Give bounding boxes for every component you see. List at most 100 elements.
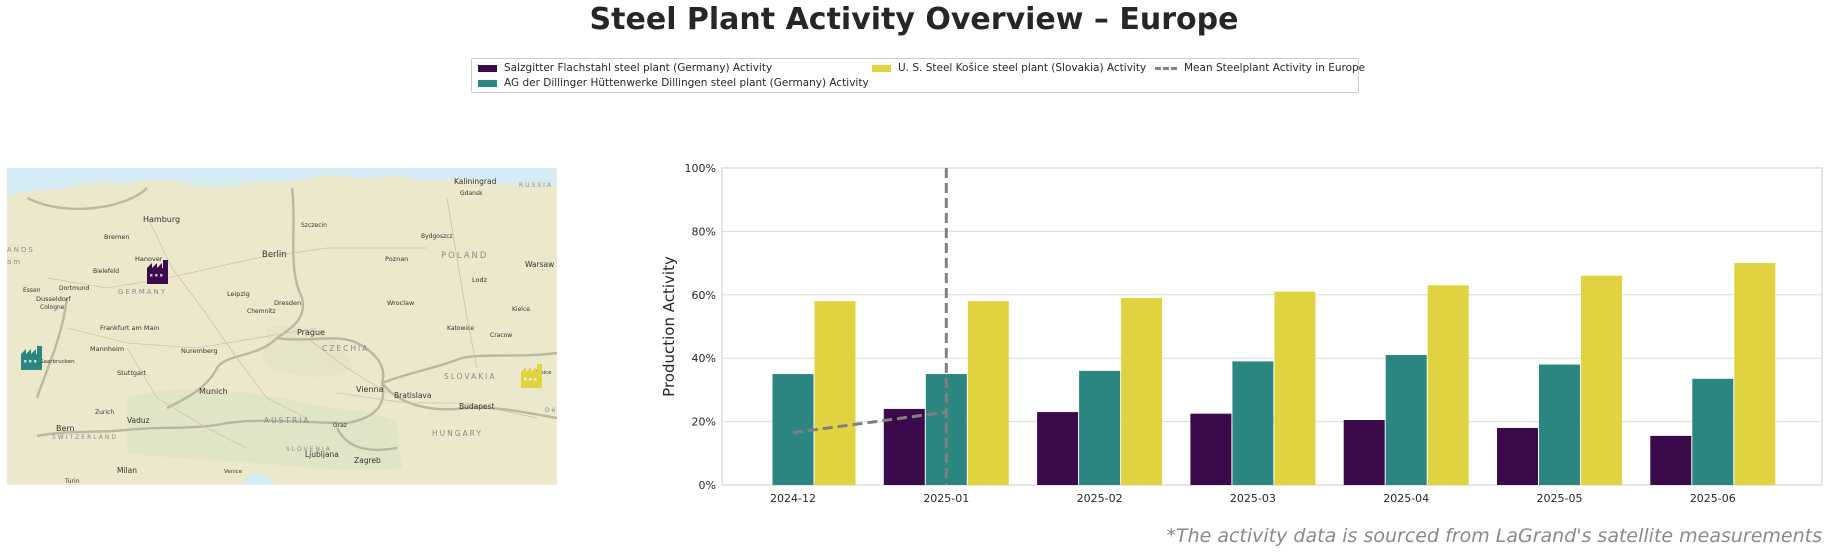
bar [1539, 364, 1580, 485]
legend-item-dillingen: AG der Dillinger Hüttenwerke Dillingen s… [478, 77, 869, 89]
map-city-label: Bratislava [394, 391, 431, 400]
map-city-label: Essen [23, 287, 41, 294]
legend-label-dillingen: AG der Dillinger Hüttenwerke Dillingen s… [504, 77, 869, 89]
y-tick-label: 40% [692, 352, 716, 365]
bar [772, 374, 814, 485]
bar [1232, 361, 1274, 485]
bar [1385, 355, 1427, 485]
map-city-labels: Kaliningrad Gdansk Hamburg Szczecin Bydg… [23, 177, 554, 485]
map-country-label: RUSSIA [519, 182, 553, 189]
map-city-label: Prague [297, 328, 325, 337]
legend-item-salzgitter: Salzgitter Flachstahl steel plant (Germa… [478, 62, 772, 74]
map-city-label: Katowice [447, 325, 474, 332]
map-city-label: Stuttgart [117, 369, 147, 377]
y-axis-label: Production Activity [660, 256, 678, 397]
map-city-label: Saarbrucken [40, 359, 75, 365]
factory-icon [21, 346, 42, 370]
map-canvas: Kaliningrad Gdansk Hamburg Szczecin Bydg… [7, 168, 557, 485]
bar [1079, 370, 1121, 485]
map-country-labels: RUSSIA POLAND GERMANY CZECHIA SLOVAKIA A… [7, 182, 557, 453]
map-city-label: Venice [224, 469, 243, 475]
map-city-label: Wroclaw [387, 299, 415, 307]
map-city-label: Hamburg [143, 215, 180, 224]
map-alps [127, 388, 402, 471]
map-edge-label: ANDS [7, 246, 35, 254]
map-city-label: Kaliningrad [454, 177, 497, 186]
bar [1581, 275, 1622, 485]
y-tick-label: 20% [692, 416, 716, 429]
map-city-label: Vienna [356, 385, 384, 394]
bar [1497, 427, 1538, 485]
map-country-label: GERMANY [118, 288, 167, 296]
chart-legend: Salzgitter Flachstahl steel plant (Germa… [471, 58, 1365, 93]
factory-icon [521, 364, 542, 388]
map-city-label: Graz [333, 422, 347, 429]
map-city-label: Bern [56, 424, 75, 433]
bar [883, 408, 925, 485]
bar [1274, 291, 1316, 485]
map-city-label: Nuremberg [181, 347, 218, 355]
map-city-label: Berlin [262, 250, 287, 260]
map-city-label: Dusseldorf [36, 295, 71, 303]
map-adriatic-sea [242, 472, 275, 485]
map-city-label: Bydgoszcz [421, 233, 453, 240]
activity-chart-svg: 0% 20% 40% 60% 80% 100% Production Activity 202… [660, 162, 1823, 505]
bar [1190, 413, 1232, 485]
map-city-label: Hanover [135, 255, 163, 263]
map-city-label: Cologne [40, 304, 65, 311]
map-city-label: Ljubljana [305, 450, 339, 459]
map-city-label: Lodz [472, 276, 488, 284]
x-tick-label: 2025-05 [1537, 492, 1583, 505]
map-city-label: Munich [199, 387, 228, 396]
bar [1692, 378, 1734, 485]
map-city-label: Cracow [490, 332, 512, 339]
data-source-footnote: *The activity data is sourced from LaGra… [1166, 525, 1822, 547]
map-city-label: Gdansk [460, 190, 483, 197]
bar [1427, 285, 1469, 485]
y-tick-label: 60% [692, 289, 716, 302]
page-title: Steel Plant Activity Overview – Europe [589, 2, 1239, 37]
map-country-label: SLOVENIA [286, 446, 332, 453]
legend-swatch-kosice [872, 64, 891, 72]
map-city-label: Milan [117, 466, 137, 475]
map-city-label: Dresden [274, 299, 301, 307]
y-tick-label: 80% [692, 225, 716, 238]
map-city-label: Vaduz [127, 416, 150, 425]
map-city-label: Bremen [104, 233, 129, 241]
map-edge-label: Dé [545, 407, 557, 414]
bar [1734, 263, 1776, 485]
mean-activity-line [792, 410, 947, 435]
bar [1121, 297, 1163, 485]
bar [1650, 435, 1692, 485]
bar [814, 301, 856, 485]
legend-dash-mean [1155, 66, 1177, 70]
legend-item-mean: Mean Steelplant Activity in Europe [1155, 62, 1365, 74]
x-tick-label: 2025-04 [1383, 492, 1429, 505]
factory-icon [147, 260, 168, 284]
map-city-label: Warsaw [525, 260, 554, 269]
x-tick-label: 2025-03 [1230, 492, 1276, 505]
map-city-label: Budapest [459, 402, 495, 411]
map-country-label: SLOVAKIA [444, 372, 497, 381]
map-country-label: POLAND [441, 251, 488, 261]
legend-label-kosice: U. S. Steel Košice steel plant (Slovakia… [898, 62, 1147, 74]
y-tick-label: 100% [685, 162, 716, 175]
legend-label-mean: Mean Steelplant Activity in Europe [1184, 62, 1366, 74]
x-tick-label: 2025-02 [1077, 492, 1123, 505]
map-city-label: Szczecin [301, 222, 327, 229]
map-edge-label: am [7, 258, 22, 266]
bar [967, 301, 1009, 485]
x-tick-label: 2024-12 [770, 492, 816, 505]
map-borders [26, 187, 557, 451]
x-tick-label: 2025-01 [923, 492, 969, 505]
map-city-label: Kielce [512, 306, 530, 313]
map-country-label: CZECHIA [322, 344, 369, 353]
map-city-label: Chemnitz [247, 308, 276, 315]
map-city-label: Dortmund [59, 285, 90, 292]
europe-map: Kaliningrad Gdansk Hamburg Szczecin Bydg… [7, 168, 557, 485]
legend-item-kosice: U. S. Steel Košice steel plant (Slovakia… [872, 62, 1146, 74]
activity-chart: 0% 20% 40% 60% 80% 100% Production Activity 202… [640, 150, 1828, 524]
map-city-label: Frankfurt am Main [100, 324, 159, 332]
legend-swatch-dillingen [478, 79, 497, 87]
map-city-label: Kosice [534, 370, 552, 376]
